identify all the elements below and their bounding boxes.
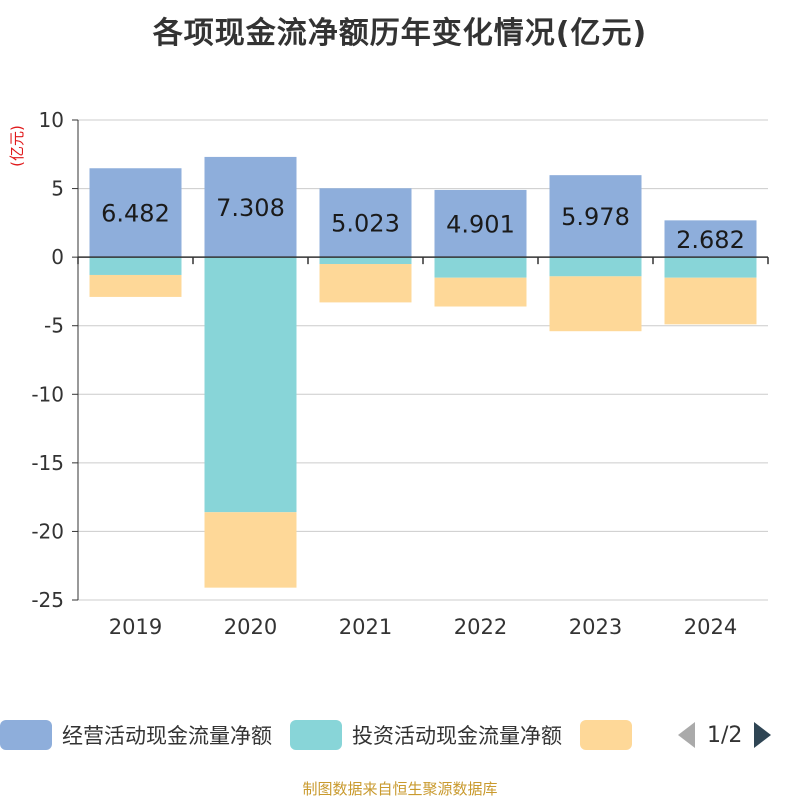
y-tick-label: -10 [31,382,64,406]
bar-series-1 [664,257,757,278]
legend-item-investing[interactable]: 投资活动现金流量净额 [290,720,562,750]
next-page-icon[interactable] [754,722,772,748]
x-tick-label: 2024 [684,615,737,639]
bar-series-2 [664,277,757,325]
legend-swatch-investing [290,720,342,750]
y-tick-label: -20 [31,519,64,543]
x-tick-label: 2022 [454,615,507,639]
legend-swatch-operating [0,720,52,750]
bar-series-1 [319,257,412,264]
legend-swatch-financing [580,720,632,750]
legend-page-indicator: 1/2 [707,722,743,748]
source-note: 制图数据来自恒生聚源数据库 [302,780,498,798]
bar-series-2 [434,277,527,307]
legend-item-financing[interactable] [580,720,642,750]
data-label: 4.901 [446,211,515,239]
x-tick-label: 2023 [569,615,622,639]
bar-series-0 [664,220,757,258]
y-tick-label: 5 [51,177,64,201]
data-label: 5.978 [561,203,630,231]
chart-svg: 10 5 0 -5 -10 -15 -20 -25 (亿元) 2019 2020 2021 2022 20… [8,108,769,639]
bar-series-2 [319,264,412,303]
x-tick-label: 2019 [109,615,162,639]
y-tick-label: -15 [31,451,64,475]
bar-series-0 [434,189,527,258]
data-label: 7.308 [216,194,285,222]
bar-series-2 [549,276,642,332]
bar-series-1 [89,257,182,275]
bar-series-0 [204,156,297,258]
legend-pager: 1/2 [678,722,772,748]
bar-series-0 [549,175,642,258]
bar-series-0 [319,188,412,258]
grid-layer [78,119,768,601]
x-tick-label: 2021 [339,615,392,639]
axis-layer: 10 5 0 -5 -10 -15 -20 -25 (亿元) 2019 2020 2021 2022 20… [8,108,769,639]
data-label: 5.023 [331,210,400,238]
legend: 经营活动现金流量净额 投资活动现金流量净额 1/2 [0,718,772,752]
x-tick-label: 2020 [224,615,277,639]
y-tick-label: 10 [39,108,64,132]
bar-series-1 [434,257,527,278]
y-tick-label: 0 [51,245,64,269]
y-tick-label: -5 [44,314,64,338]
bar-series-1 [204,257,297,513]
bar-series-0 [89,168,182,258]
bar-series-2 [204,512,297,588]
prev-page-icon[interactable] [678,722,695,748]
data-label: 6.482 [101,200,170,228]
data-label: 2.682 [676,226,745,254]
legend-item-operating[interactable]: 经营活动现金流量净额 [0,720,272,750]
bar-series-1 [549,257,642,277]
legend-label-operating: 经营活动现金流量净额 [62,724,272,748]
chart-title: 各项现金流净额历年变化情况(亿元) [152,16,648,51]
legend-label-investing: 投资活动现金流量净额 [352,724,562,748]
y-axis-label: (亿元) [8,125,26,167]
bar-layer [89,156,757,588]
y-tick-label: -25 [31,588,64,612]
label-layer: 6.482 7.308 5.023 4.901 5.978 2.682 [101,194,745,254]
bar-series-2 [89,274,182,297]
